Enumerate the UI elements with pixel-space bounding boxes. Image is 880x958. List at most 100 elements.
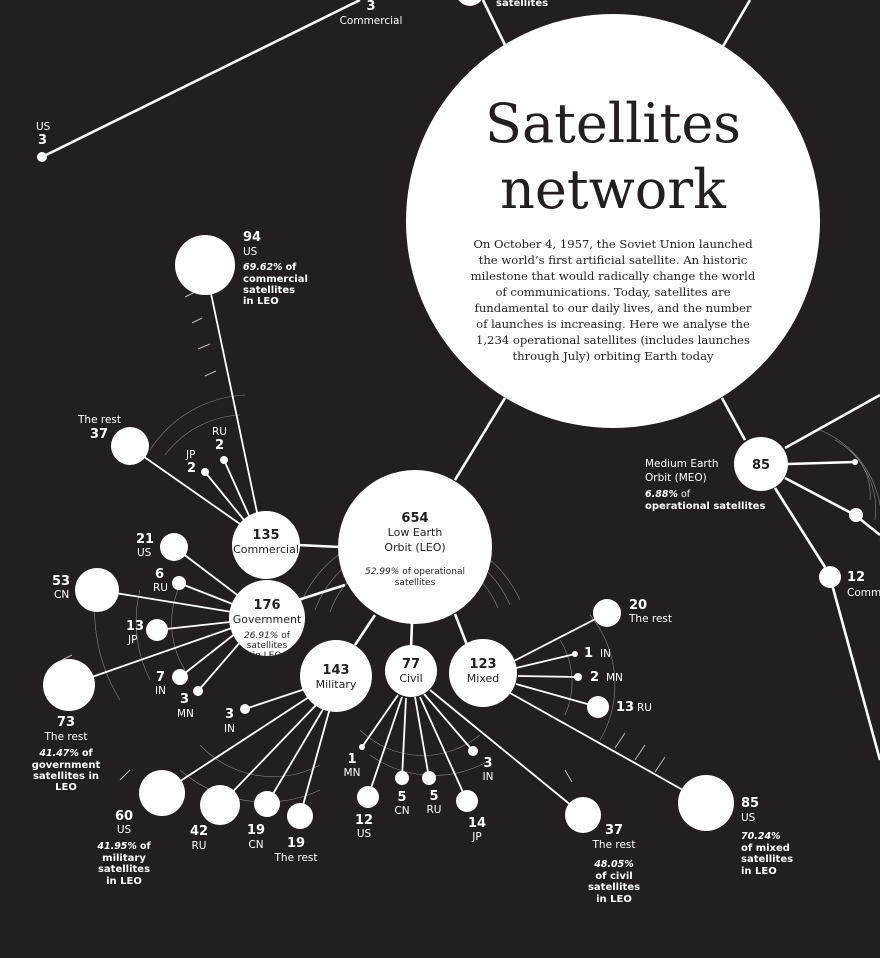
commercial-jp-label: JP [185,449,195,461]
civil-mn-node [359,744,365,750]
intro-line: of launches is increasing. Here we analy… [476,317,750,331]
svg-text:69.62% of: 69.62% of [243,262,297,273]
mixed-in-node [572,651,578,657]
civil-rest-value: 37 [605,823,623,838]
commercial-jp-value: 2 [187,461,196,476]
mixed-mn-node [574,673,582,681]
government-label: Government [233,613,302,626]
military-in-node [240,704,250,714]
svg-text:satellites: satellites [98,864,150,875]
title-block: Satellites network On October 4, 1957, t… [471,92,756,363]
civil-mn-label: MN [344,767,361,779]
svg-text:satellites: satellites [247,641,288,651]
civil-rest-label: The rest [592,839,636,851]
mixed-us-value: 85 [741,796,759,811]
civil-ru-node [422,771,436,785]
leo-node [338,470,492,624]
government-jp-value: 13 [126,619,144,634]
meo-label-1: Medium Earth [645,458,718,470]
svg-text:in LEO: in LEO [243,296,279,307]
commercial-label: Commercial [233,543,299,556]
civil-cn-label: CN [394,805,409,817]
government-rest-label: The rest [44,731,88,743]
government-labels: 176 Government 26.91% of satellites in L… [32,532,302,793]
mixed-ru-node [587,696,609,718]
military-rest-node [287,803,313,829]
military-ru-value: 42 [190,824,208,839]
civil-rest-node [565,797,601,833]
civil-jp-value: 14 [468,816,486,831]
meo-value: 85 [752,458,770,473]
government-us-value: 21 [136,532,154,547]
commercial-ru-value: 2 [215,438,224,453]
meo-child-value: 12 [847,570,865,585]
mixed-us-node [678,775,734,831]
top-partial-node [458,0,482,6]
government-ru-value: 6 [155,567,164,582]
government-cn-value: 53 [52,574,70,589]
military-ru-node [200,785,240,825]
svg-text:satellites: satellites [243,285,295,296]
svg-text:satellites: satellites [741,854,793,865]
government-in-value: 7 [156,670,165,685]
svg-text:26.91% of: 26.91% of [244,631,291,641]
svg-text:41.47% of: 41.47% of [38,748,93,759]
top-us-value: 3 [38,133,47,148]
government-node [229,580,305,656]
commercial-node [232,511,300,579]
leo-label-1: Low Earth [388,526,443,539]
government-cn-node [75,568,119,612]
mixed-labels: 123 Mixed 20 The rest 1 IN 2 MN 13 RU 85… [467,598,793,877]
intro-line: through July) orbiting Earth today [512,349,714,363]
intro-line: of communications. Today, satellites are [495,285,730,299]
commercial-us-node [175,235,235,295]
svg-text:of civil: of civil [595,871,632,882]
government-us-node [160,533,188,561]
civil-in-label: IN [483,771,494,783]
top-commercial-label: Commercial [340,15,403,27]
top-commercial-value: 3 [366,0,375,14]
commercial-rest-label: The rest [77,414,121,426]
government-cn-label: CN [54,589,69,601]
mixed-rest-value: 20 [629,598,647,613]
government-mn-label: MN [177,708,194,720]
leo-labels: 654 Low Earth Orbit (LEO) 52.99% of oper… [365,511,465,588]
meo-child-label: Comm [847,587,880,599]
meo-node [734,437,788,491]
government-jp-label: JP [127,634,137,646]
mixed-in-label: IN [600,648,611,660]
svg-text:48.05%: 48.05% [593,859,634,870]
intro-line: the world’s first artificial satellite. … [479,253,748,267]
government-value: 176 [253,598,280,613]
civil-us-value: 12 [355,813,373,828]
civil-cn-value: 5 [397,790,406,805]
meo-child-node [849,508,863,522]
military-us-value: 60 [115,809,133,824]
government-mn-node [193,686,203,696]
mixed-in-value: 1 [584,646,593,661]
commercial-labels: 135 Commercial 94 US 69.62% of commercia… [77,230,308,556]
svg-text:70.24%: 70.24% [741,831,781,842]
top-us-label: US [36,121,51,133]
svg-text:military: military [102,853,146,864]
meo-labels: 85 Medium Earth Orbit (MEO) 6.88% of ope… [645,458,880,599]
title-line-1: Satellites [485,92,741,155]
military-value: 143 [322,663,349,678]
commercial-rest-value: 37 [90,427,108,442]
military-node [300,640,372,712]
civil-jp-label: JP [471,831,481,843]
government-us-label: US [137,547,152,559]
civil-jp-node [456,790,478,812]
commercial-value: 135 [252,528,279,543]
leo-pct: 52.99% of operational [365,567,465,577]
military-us-node [139,770,185,816]
meo-label-2: Orbit (MEO) [645,472,707,484]
military-cn-node [254,791,280,817]
top-labels: 3 Commercial satellites US 3 [36,0,548,148]
civil-us-label: US [357,828,372,840]
top-us-node [37,152,47,162]
svg-text:of mixed: of mixed [741,843,790,854]
leo-value: 654 [401,511,428,526]
civil-mn-value: 1 [347,752,356,767]
meo-pct: 6.88% of [645,489,691,500]
